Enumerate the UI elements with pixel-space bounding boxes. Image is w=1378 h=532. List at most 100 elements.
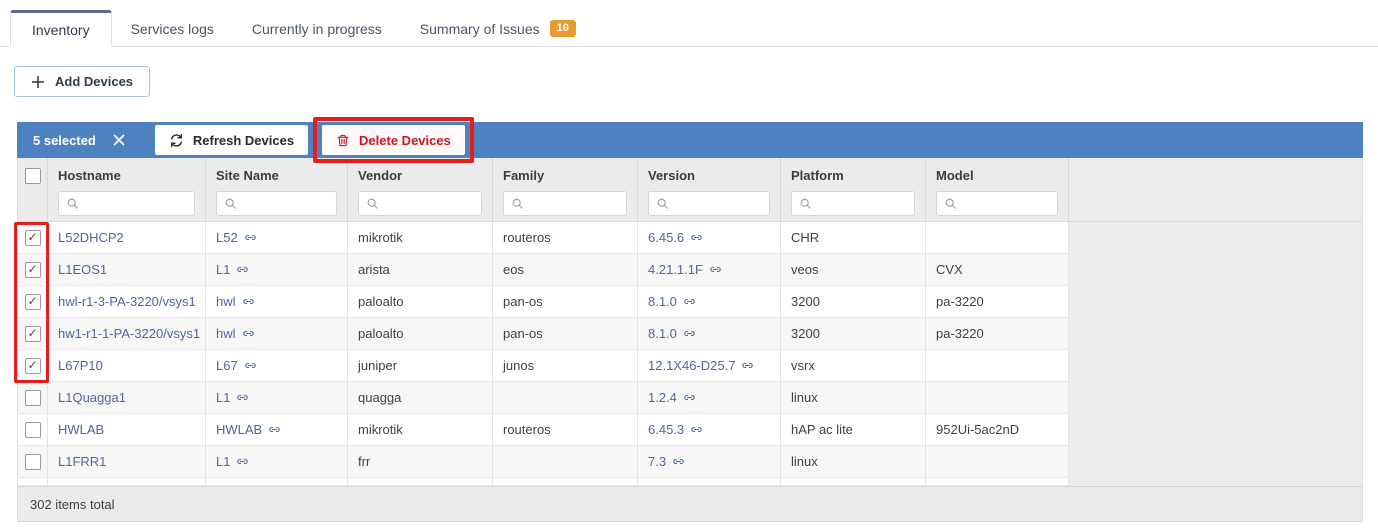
header-filler	[1069, 158, 1362, 221]
check-icon: ✓	[27, 326, 38, 340]
vendor-cell: paloalto	[348, 318, 493, 350]
tab-inventory[interactable]: Inventory	[10, 10, 112, 47]
column-header: Version	[648, 168, 695, 183]
table-row[interactable]: ✓ L1FRR1 L1 frr 7.3 linux	[18, 446, 1362, 478]
table-row[interactable]: ✓ L1Quagga1 L1 quagga 1.2.4 linux	[18, 382, 1362, 414]
version-link[interactable]: 8.1.0	[648, 326, 696, 341]
site-link[interactable]: L67	[216, 358, 257, 373]
tab-currently-in-progress[interactable]: Currently in progress	[233, 10, 401, 47]
link-icon	[742, 363, 754, 368]
column-header: Family	[503, 168, 545, 183]
row-checkbox[interactable]: ✓	[24, 293, 41, 310]
refresh-devices-label: Refresh Devices	[192, 132, 295, 148]
add-devices-button[interactable]: Add Devices	[14, 66, 151, 97]
version-link[interactable]: 8.1.0	[648, 294, 696, 309]
table-row[interactable]: ✓ hwl-r1-3-PA-3220/vsys1 hwl paloalto pa…	[18, 286, 1362, 318]
tab-services-logs[interactable]: Services logs	[112, 10, 233, 47]
row-filler	[1069, 382, 1362, 414]
hostname-link[interactable]: L52DHCP2	[58, 230, 124, 245]
vendor-cell: juniper	[348, 350, 493, 382]
family-cell: pan-os	[493, 286, 638, 318]
version-link[interactable]: 6.45.6	[648, 230, 703, 245]
table-footer: 302 items total	[18, 486, 1362, 521]
column-search	[58, 191, 195, 216]
family-cell: routeros	[493, 414, 638, 446]
items-total: 302 items total	[30, 496, 115, 512]
site-link[interactable]: hwl	[216, 326, 255, 341]
table-row[interactable]: ✓ hw1-r1-1-PA-3220/vsys1 hwl paloalto pa…	[18, 318, 1362, 350]
table-row[interactable]: ✓ HWLAB HWLAB mikrotik routeros 6.45.3 h…	[18, 414, 1362, 446]
check-icon: ✓	[27, 230, 38, 244]
search-input-family[interactable]	[503, 191, 627, 216]
row-checkbox[interactable]: ✓	[24, 357, 41, 374]
hostname-link[interactable]: hwl-r1-3-PA-3220/vsys1	[58, 294, 196, 309]
search-input-site-name[interactable]	[216, 191, 337, 216]
tab-label: Summary of Issues	[419, 20, 540, 37]
delete-devices-button[interactable]: Delete Devices	[322, 125, 465, 155]
link-icon	[244, 235, 256, 240]
column-header: Hostname	[58, 168, 121, 183]
devices-table: ✓ Hostname Site Name Vendor Family Versi…	[17, 158, 1363, 522]
link-icon	[684, 395, 695, 400]
table-row[interactable]: ✓ L52DHCP2 L52 mikrotik routeros 6.45.6 …	[18, 222, 1362, 254]
link-icon	[269, 427, 280, 432]
site-link[interactable]: L1	[216, 262, 249, 277]
check-icon: ✓	[27, 294, 38, 308]
row-checkbox[interactable]: ✓	[24, 421, 41, 438]
hostname-link[interactable]: L1FRR1	[58, 454, 107, 469]
tab-summary-of-issues[interactable]: Summary of Issues 10	[401, 10, 595, 47]
table-body: ✓ L52DHCP2 L52 mikrotik routeros 6.45.6 …	[18, 222, 1362, 486]
trash-icon	[337, 134, 349, 146]
vendor-cell: paloalto	[348, 286, 493, 318]
search-input-hostname[interactable]	[58, 191, 195, 216]
site-link[interactable]: L1	[216, 390, 249, 405]
site-link[interactable]: hwl	[216, 294, 255, 309]
row-checkbox[interactable]: ✓	[24, 389, 41, 406]
column-header-version: Version	[638, 158, 781, 221]
platform-cell: linux	[781, 382, 926, 414]
version-link[interactable]: 1.2.4	[648, 390, 696, 405]
column-header: Model	[936, 168, 974, 183]
link-icon	[684, 331, 695, 336]
version-link[interactable]: 6.45.3	[648, 422, 703, 437]
site-link[interactable]: L52	[216, 230, 257, 245]
family-cell: eos	[493, 254, 638, 286]
tab-label: Inventory	[32, 21, 90, 38]
search-icon	[512, 198, 523, 209]
column-header-vendor: Vendor	[348, 158, 493, 221]
table-row[interactable]: ✓ L67P10 L67 juniper junos 12.1X46-D25.7…	[18, 350, 1362, 382]
search-input-vendor[interactable]	[358, 191, 482, 216]
table-row[interactable]: ✓ L1EOS1 L1 arista eos 4.21.1.1F veos CV…	[18, 254, 1362, 286]
clear-selection-icon[interactable]	[113, 134, 125, 146]
row-checkbox[interactable]: ✓	[24, 453, 41, 470]
version-link[interactable]: 12.1X46-D25.7	[648, 358, 754, 373]
row-checkbox[interactable]: ✓	[24, 261, 41, 278]
version-link[interactable]: 7.3	[648, 454, 685, 469]
search-input-model[interactable]	[936, 191, 1058, 216]
search-input-platform[interactable]	[791, 191, 915, 216]
hostname-link[interactable]: L1Quagga1	[58, 390, 126, 405]
hostname-link[interactable]: L67P10	[58, 358, 103, 373]
version-link[interactable]: 4.21.1.1F	[648, 262, 722, 277]
model-cell	[926, 478, 1069, 486]
hostname-link[interactable]: L1EOS1	[58, 262, 108, 277]
family-cell: junos	[493, 350, 638, 382]
hostname-link[interactable]: hw1-r1-1-PA-3220/vsys1	[58, 326, 201, 341]
row-checkbox[interactable]: ✓	[24, 229, 41, 246]
hostname-link[interactable]: HWLAB	[58, 422, 105, 437]
column-search	[358, 191, 482, 216]
site-link[interactable]: HWLAB	[216, 422, 281, 437]
vendor-cell: frr	[348, 446, 493, 478]
search-icon	[367, 198, 378, 209]
tab-label: Currently in progress	[251, 20, 382, 37]
row-filler	[1069, 286, 1362, 318]
model-cell: pa-3220	[926, 318, 1069, 350]
search-icon	[67, 198, 78, 209]
partial-row[interactable]	[18, 478, 1362, 486]
row-checkbox[interactable]: ✓	[24, 325, 41, 342]
site-link[interactable]: L1	[216, 454, 249, 469]
search-input-version[interactable]	[648, 191, 770, 216]
platform-cell: 3200	[781, 286, 926, 318]
select-all-checkbox[interactable]: ✓	[24, 168, 41, 184]
refresh-devices-button[interactable]: Refresh Devices	[154, 125, 309, 155]
